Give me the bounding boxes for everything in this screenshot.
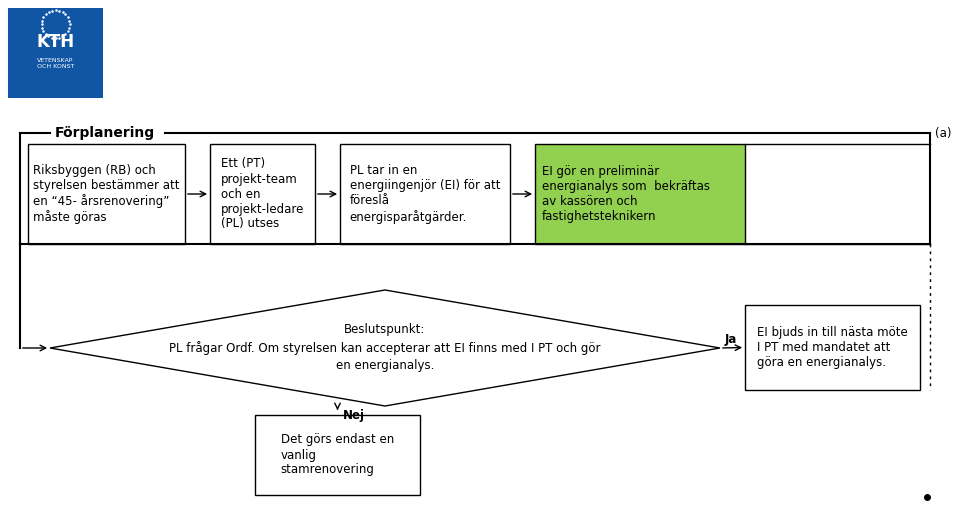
Bar	[8, 8, 103, 98]
Bar	[535, 144, 745, 244]
Bar	[210, 144, 315, 244]
Text: (a): (a)	[935, 126, 951, 139]
Polygon shape	[50, 290, 720, 406]
Text: Förplanering: Förplanering	[55, 126, 156, 140]
Bar	[340, 144, 510, 244]
Text: Ja: Ja	[725, 333, 737, 346]
Text: EI gör en preliminär
energianalys som  bekräftas
av kassören och
fastighetstekni: EI gör en preliminär energianalys som be…	[542, 165, 710, 223]
Text: EI bjuds in till nästa möte
I PT med mandatet att
göra en energianalys.: EI bjuds in till nästa möte I PT med man…	[757, 326, 908, 369]
Text: Ett (PT)
projekt-team
och en
projekt-ledare
(PL) utses: Ett (PT) projekt-team och en projekt-led…	[221, 158, 304, 230]
Text: Nej: Nej	[343, 409, 365, 422]
Text: Det görs endast en
vanlig
stamrenovering: Det görs endast en vanlig stamrenovering	[281, 433, 395, 477]
Text: KTH: KTH	[36, 33, 75, 51]
Bar	[28, 144, 185, 244]
Text: Beslutspunkt:: Beslutspunkt:	[345, 324, 425, 336]
Text: VETENSKAP
OCH KONST: VETENSKAP OCH KONST	[36, 59, 74, 69]
Bar	[745, 305, 920, 390]
Text: PL frågar Ordf. Om styrelsen kan accepterar att EI finns med I PT och gör: PL frågar Ordf. Om styrelsen kan accepte…	[169, 341, 601, 355]
Bar	[255, 415, 420, 495]
Text: PL tar in en
energiingenjör (EI) för att
föreslå
energisparåtgärder.: PL tar in en energiingenjör (EI) för att…	[349, 165, 500, 224]
Text: en energianalys.: en energianalys.	[336, 360, 434, 373]
Text: Riksbyggen (RB) och
styrelsen bestämmer att
en “45- årsrenovering”
måste göras: Riksbyggen (RB) och styrelsen bestämmer …	[34, 164, 180, 224]
